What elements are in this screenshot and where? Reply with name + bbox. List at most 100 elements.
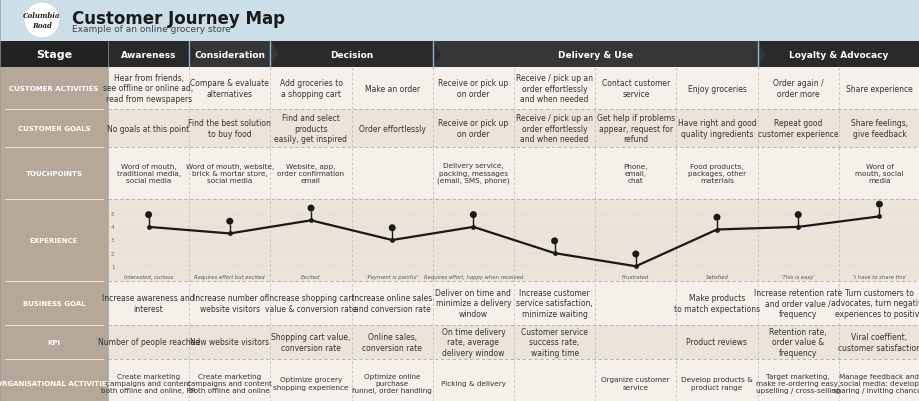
Text: Hear from friends,
see offline or online ad,
read from newspapers: Hear from friends, see offline or online… <box>103 73 194 104</box>
Polygon shape <box>432 42 440 68</box>
Text: Make products
to match expectations: Make products to match expectations <box>674 294 759 313</box>
Text: Customer service
success rate,
waiting time: Customer service success rate, waiting t… <box>520 327 587 357</box>
Text: Customer Journey Map: Customer Journey Map <box>72 10 285 28</box>
Text: 4: 4 <box>111 225 114 230</box>
Bar <box>108 200 919 281</box>
Text: EXPERIENCE: EXPERIENCE <box>29 237 78 243</box>
Text: Add groceries to
a shopping cart: Add groceries to a shopping cart <box>279 79 342 99</box>
Text: Manage feedback and
social media: develop
sharing / inviting chances: Manage feedback and social media: develo… <box>833 373 919 393</box>
Text: Increase number of
website visitors: Increase number of website visitors <box>192 294 267 313</box>
Text: Create marketing
campaigns and content
both offline and online: Create marketing campaigns and content b… <box>187 373 272 393</box>
Text: Find the best solution
to buy food: Find the best solution to buy food <box>188 119 271 138</box>
Text: Phone,
email,
chat: Phone, email, chat <box>623 163 647 184</box>
Circle shape <box>307 205 314 212</box>
Bar <box>0 359 108 401</box>
Text: Share experience: Share experience <box>845 84 912 93</box>
Text: Columbia: Columbia <box>23 12 61 20</box>
Bar <box>270 42 432 68</box>
Text: Enjoy groceries: Enjoy groceries <box>686 84 745 93</box>
Text: Satisfied: Satisfied <box>705 274 728 279</box>
Polygon shape <box>756 42 765 68</box>
Text: Develop products &
product range: Develop products & product range <box>680 377 752 390</box>
Text: Website, app,
order confirmation
email: Website, app, order confirmation email <box>278 163 344 184</box>
Text: 2: 2 <box>111 251 114 256</box>
Text: Product reviews: Product reviews <box>686 338 746 346</box>
Point <box>628 263 642 270</box>
Text: Decision: Decision <box>330 51 373 59</box>
Text: Receive or pick up
on order: Receive or pick up on order <box>437 79 508 99</box>
Text: CUSTOMER ACTIVITIES: CUSTOMER ACTIVITIES <box>9 86 98 92</box>
Text: 3: 3 <box>111 238 114 243</box>
Text: KPI: KPI <box>48 339 61 345</box>
Text: Food products,
packages, other
materials: Food products, packages, other materials <box>687 163 745 184</box>
Text: Get help if problems
appear, request for
refund: Get help if problems appear, request for… <box>596 113 675 144</box>
Text: Order again /
order more: Order again / order more <box>772 79 823 99</box>
Polygon shape <box>270 42 278 68</box>
Text: Increase online sales
and conversion rate: Increase online sales and conversion rat… <box>352 294 432 313</box>
Circle shape <box>226 218 233 225</box>
Text: Picking & delivery: Picking & delivery <box>440 380 505 386</box>
Text: Order effortlessly: Order effortlessly <box>358 124 425 133</box>
Point <box>466 224 481 231</box>
Circle shape <box>388 225 395 232</box>
Bar <box>108 68 919 110</box>
Bar <box>0 281 108 325</box>
Text: Optimize grocery
shopping experience: Optimize grocery shopping experience <box>273 377 348 390</box>
Bar <box>0 200 108 281</box>
Circle shape <box>24 3 60 39</box>
Circle shape <box>470 212 476 219</box>
Text: Repeat good
customer experience: Repeat good customer experience <box>757 119 837 138</box>
Text: Consideration: Consideration <box>194 51 265 59</box>
Text: 1: 1 <box>111 264 114 269</box>
Point <box>790 224 805 231</box>
Text: Receive / pick up an
order effortlessly
and when needed: Receive / pick up an order effortlessly … <box>516 73 593 104</box>
Bar <box>432 42 756 68</box>
Text: Increase shopping cart
value & conversion rate: Increase shopping cart value & conversio… <box>265 294 357 313</box>
Text: Interested, curious: Interested, curious <box>124 274 173 279</box>
Text: 'I have to share this': 'I have to share this' <box>852 274 905 279</box>
Text: Requires effort, happy when received: Requires effort, happy when received <box>424 274 523 279</box>
Text: Frustrated: Frustrated <box>621 274 649 279</box>
Text: Word of mouth,
traditional media,
social media: Word of mouth, traditional media, social… <box>117 163 180 184</box>
Text: Delivery & Use: Delivery & Use <box>557 51 632 59</box>
Text: Retention rate,
order value &
frequency: Retention rate, order value & frequency <box>768 327 826 357</box>
Polygon shape <box>189 42 197 68</box>
Text: Requires effort but excited: Requires effort but excited <box>194 274 265 279</box>
Bar <box>0 110 108 148</box>
Text: BUSINESS GOAL: BUSINESS GOAL <box>23 300 85 306</box>
Point <box>547 250 562 257</box>
Text: Increase customer
service satisfaction,
minimize waiting: Increase customer service satisfaction, … <box>516 288 593 318</box>
Bar <box>108 42 189 68</box>
Text: No goals at this point: No goals at this point <box>108 124 189 133</box>
Text: Create marketing
campaigns and content
both offline and online, PR: Create marketing campaigns and content b… <box>101 373 196 393</box>
Text: TOUCHPOINTS: TOUCHPOINTS <box>26 170 83 176</box>
Text: Delivery service,
packing, messages
(email, SMS, phone): Delivery service, packing, messages (ema… <box>437 163 509 184</box>
Bar <box>189 42 270 68</box>
Bar <box>0 0 919 42</box>
Point <box>222 231 237 237</box>
Text: Loyalty & Advocacy: Loyalty & Advocacy <box>789 51 888 59</box>
Text: Contact customer
service: Contact customer service <box>601 79 669 99</box>
Bar <box>108 281 919 325</box>
Text: Word of
mouth, social
media: Word of mouth, social media <box>855 163 902 184</box>
Text: On time delivery
rate, average
delivery window: On time delivery rate, average delivery … <box>441 327 505 357</box>
Text: Find and select
products
easily, get inspired: Find and select products easily, get ins… <box>274 113 347 144</box>
Text: Word of mouth, website,
brick & mortar store,
social media: Word of mouth, website, brick & mortar s… <box>186 163 274 184</box>
Circle shape <box>145 212 152 219</box>
Point <box>384 237 399 244</box>
Text: Road: Road <box>32 22 51 30</box>
Text: Optimize online
purchase
funnel, order handling: Optimize online purchase funnel, order h… <box>352 373 432 393</box>
Text: Receive / pick up an
order effortlessly
and when needed: Receive / pick up an order effortlessly … <box>516 113 593 144</box>
Text: Stage: Stage <box>36 50 72 60</box>
Bar <box>108 325 919 359</box>
Text: 'This is easy': 'This is easy' <box>780 274 814 279</box>
Bar <box>108 148 919 200</box>
Bar <box>756 42 919 68</box>
Text: Share feelings,
give feedback: Share feelings, give feedback <box>850 119 907 138</box>
Text: 'Payment is painful': 'Payment is painful' <box>366 274 418 279</box>
Text: Online sales,
conversion rate: Online sales, conversion rate <box>362 332 422 352</box>
Text: Target marketing,
make re-ordering easy,
upselling / cross-selling: Target marketing, make re-ordering easy,… <box>755 373 839 393</box>
Text: Compare & evaluate
alternatives: Compare & evaluate alternatives <box>190 79 269 99</box>
Circle shape <box>631 251 639 258</box>
Text: Increase awareness and
interest: Increase awareness and interest <box>102 294 195 313</box>
